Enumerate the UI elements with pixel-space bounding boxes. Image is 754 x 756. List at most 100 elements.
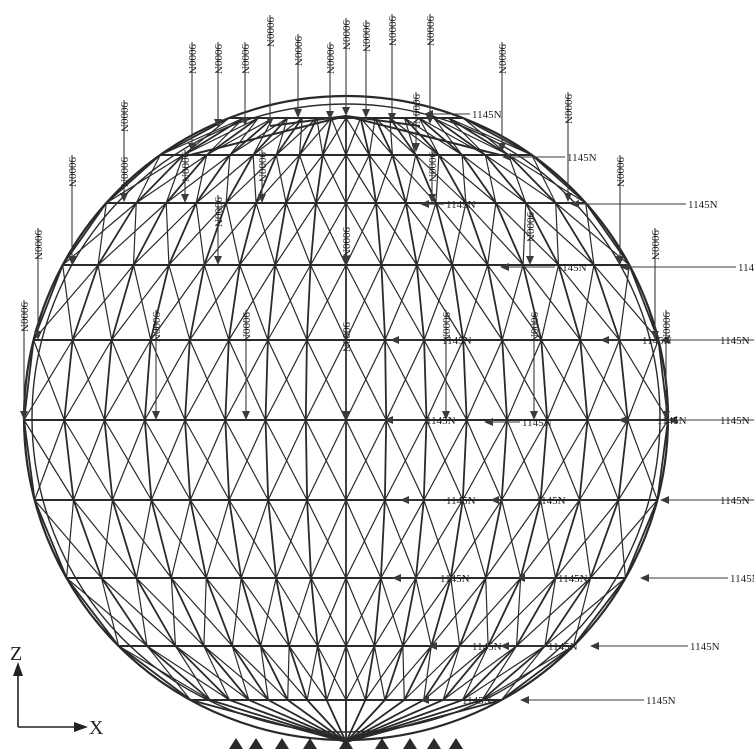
diagonal-member xyxy=(267,264,312,341)
diagonal-member xyxy=(231,577,242,647)
diagonal-member xyxy=(540,419,589,501)
diagonal-member xyxy=(462,264,489,341)
diagonal-member xyxy=(260,577,277,647)
diagonal-member xyxy=(345,577,375,647)
diagonal-member xyxy=(345,699,463,743)
diagonal-member xyxy=(97,264,113,341)
diagonal-member xyxy=(299,117,332,156)
vertical-load-arrowhead xyxy=(120,193,128,202)
vertical-load-arrowhead xyxy=(526,256,534,265)
diagonal-member xyxy=(405,154,417,204)
diagonal-member xyxy=(345,699,425,743)
vertical-load-label: 9000N xyxy=(496,44,508,74)
diagonal-member xyxy=(195,202,205,266)
diagonal-member xyxy=(466,339,503,421)
diagonal-member xyxy=(275,499,308,579)
horizontal-load-arrowhead xyxy=(428,642,437,650)
diagonal-member xyxy=(495,202,559,266)
diagonal-member xyxy=(558,264,620,341)
horizontal-load-arrowhead xyxy=(420,200,429,208)
diagonal-member xyxy=(168,202,227,266)
diagonal-member xyxy=(520,499,581,579)
vertical-load-label: 9000N xyxy=(340,322,352,352)
diagonal-member xyxy=(189,264,241,341)
horizontal-load-label: 1145N xyxy=(642,335,672,347)
diagonal-member xyxy=(315,202,347,266)
diagonal-member xyxy=(306,419,347,501)
diagonal-member xyxy=(310,264,347,341)
coordinate-axes: Z X xyxy=(10,643,104,739)
vertical-load-arrowhead xyxy=(530,411,538,420)
diagonal-member xyxy=(118,645,211,701)
z-axis-label: Z xyxy=(10,643,22,665)
diagonal-member xyxy=(586,339,620,421)
diagonal-member xyxy=(317,645,347,701)
diagonal-member xyxy=(298,154,317,204)
diagonal-member xyxy=(345,699,386,743)
diagonal-member xyxy=(345,264,382,341)
support-triangle xyxy=(249,738,263,749)
diagonal-member xyxy=(423,499,452,579)
diagonal-member xyxy=(72,419,106,501)
diagonal-member xyxy=(150,499,207,579)
diagonal-member xyxy=(203,645,230,701)
horizontal-load-arrowhead xyxy=(618,416,627,424)
diagonal-member xyxy=(34,419,65,501)
diagonal-member xyxy=(205,499,230,579)
horizontal-load-label: 1145N xyxy=(442,335,472,347)
diagonal-member xyxy=(364,645,404,701)
diagonal-member xyxy=(375,202,418,266)
vertical-load-arrowhead xyxy=(241,117,249,126)
horizontal-load-label: 1145N xyxy=(522,417,552,429)
diagonal-member xyxy=(189,419,226,501)
meridian-member xyxy=(345,117,388,743)
diagonal-member xyxy=(165,154,185,204)
diagonal-member xyxy=(546,339,581,421)
diagonal-member xyxy=(62,202,137,266)
diagonal-member xyxy=(260,645,308,701)
diagonal-member xyxy=(405,202,453,266)
diagonal-member xyxy=(345,645,366,701)
diagonal-member xyxy=(144,419,191,501)
diagonal-member xyxy=(306,699,347,743)
vertical-load-arrowhead xyxy=(342,256,350,265)
diagonal-member xyxy=(322,117,347,156)
diagonal-member xyxy=(203,645,269,701)
diagonal-member xyxy=(267,699,347,743)
vertical-load-arrowhead xyxy=(651,331,659,340)
diagonal-member xyxy=(132,264,152,341)
vertical-load-label: 9000N xyxy=(239,44,251,74)
apex-member xyxy=(189,115,347,156)
diagonal-member xyxy=(264,419,308,501)
diagonal-member xyxy=(522,264,581,341)
diagonal-member xyxy=(380,264,425,341)
diagonal-member xyxy=(65,499,75,579)
diagonal-member xyxy=(402,577,452,647)
diagonal-member xyxy=(360,117,393,156)
horizontal-load-label: 1145N xyxy=(472,109,502,121)
diagonal-member xyxy=(461,154,467,204)
diagonal-member xyxy=(375,154,394,204)
diagonal-member xyxy=(462,419,508,501)
diagonal-member xyxy=(135,577,205,647)
horizontal-load-arrowhead xyxy=(502,153,511,161)
vertical-load-arrowhead xyxy=(214,119,222,128)
horizontal-load-arrowhead xyxy=(660,496,669,504)
diagonal-member xyxy=(205,577,262,647)
diagonal-member xyxy=(150,264,205,341)
diagonal-member xyxy=(225,202,241,266)
diagonal-member xyxy=(135,499,152,579)
diagonal-member xyxy=(101,577,176,647)
diagonal-member xyxy=(203,577,207,647)
diagonal-member xyxy=(100,499,114,579)
diagonal-member xyxy=(590,499,658,579)
diagonal-member xyxy=(501,499,522,579)
diagonal-member xyxy=(481,645,518,701)
diagonal-member xyxy=(373,645,386,701)
horizontal-load-label: 1145N xyxy=(657,415,687,427)
diagonal-member xyxy=(384,264,418,341)
diagonal-member xyxy=(345,339,386,421)
diagonal-member xyxy=(618,264,630,341)
diagonal-member xyxy=(322,154,347,204)
x-axis-arrowhead xyxy=(74,722,88,732)
